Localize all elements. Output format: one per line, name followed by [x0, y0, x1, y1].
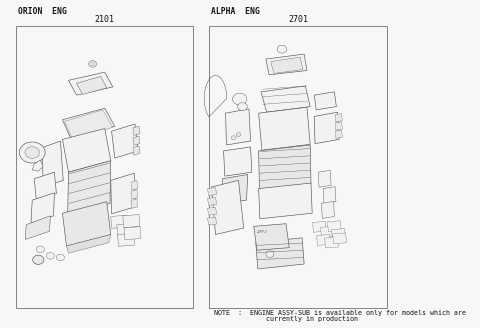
Polygon shape [66, 235, 111, 253]
Polygon shape [226, 109, 251, 145]
Polygon shape [335, 122, 342, 130]
Polygon shape [312, 221, 326, 232]
Polygon shape [256, 238, 304, 269]
Circle shape [277, 45, 287, 53]
Polygon shape [69, 72, 113, 95]
Polygon shape [335, 113, 342, 122]
Polygon shape [133, 136, 140, 145]
Circle shape [33, 255, 44, 264]
Polygon shape [324, 237, 338, 248]
Text: ORION  ENG: ORION ENG [18, 7, 67, 16]
Polygon shape [254, 224, 289, 250]
Polygon shape [266, 54, 307, 75]
Text: 2701: 2701 [288, 15, 308, 24]
Polygon shape [212, 180, 244, 235]
Bar [209, 26, 387, 308]
Text: ALPHA  ENG: ALPHA ENG [212, 7, 260, 16]
Polygon shape [314, 112, 339, 144]
Polygon shape [76, 76, 107, 94]
Polygon shape [68, 161, 111, 215]
Polygon shape [224, 147, 252, 176]
Polygon shape [271, 57, 303, 73]
Polygon shape [64, 110, 113, 139]
Text: currently in production: currently in production [214, 316, 358, 321]
Polygon shape [117, 223, 134, 236]
Circle shape [238, 103, 247, 111]
Polygon shape [62, 129, 111, 172]
Polygon shape [131, 199, 138, 208]
Polygon shape [332, 229, 345, 239]
Polygon shape [124, 227, 141, 240]
Circle shape [89, 61, 96, 67]
Polygon shape [259, 145, 311, 190]
Text: 2TF-I: 2TF-I [257, 230, 267, 234]
Polygon shape [321, 226, 335, 237]
Polygon shape [111, 173, 136, 214]
Circle shape [236, 133, 241, 136]
Circle shape [266, 251, 274, 257]
Circle shape [56, 254, 64, 261]
Polygon shape [259, 107, 310, 150]
Polygon shape [133, 146, 140, 155]
Polygon shape [32, 160, 43, 171]
Circle shape [19, 142, 45, 163]
Polygon shape [327, 221, 341, 232]
Bar [16, 26, 193, 308]
Circle shape [25, 147, 39, 158]
Polygon shape [62, 202, 111, 246]
Polygon shape [207, 197, 217, 205]
Polygon shape [318, 170, 331, 187]
Polygon shape [111, 124, 138, 158]
Polygon shape [259, 183, 312, 219]
Polygon shape [261, 86, 310, 112]
Polygon shape [207, 188, 217, 195]
Polygon shape [333, 233, 347, 244]
Polygon shape [34, 172, 56, 199]
Polygon shape [207, 217, 217, 225]
Circle shape [231, 136, 236, 140]
Circle shape [90, 62, 95, 66]
Polygon shape [62, 108, 115, 138]
Polygon shape [314, 92, 336, 110]
Polygon shape [42, 141, 63, 187]
Polygon shape [131, 180, 138, 190]
Polygon shape [131, 190, 138, 199]
Text: NOTE  :  ENGINE ASSY-SUB is available only for models which are: NOTE : ENGINE ASSY-SUB is available only… [214, 310, 466, 316]
Polygon shape [317, 235, 330, 245]
Circle shape [47, 253, 54, 259]
Polygon shape [133, 126, 140, 135]
Polygon shape [31, 193, 54, 223]
Circle shape [36, 246, 44, 253]
Polygon shape [25, 216, 50, 239]
Text: 2101: 2101 [95, 15, 115, 24]
Polygon shape [118, 233, 134, 246]
Circle shape [232, 93, 247, 105]
Polygon shape [323, 187, 336, 204]
Polygon shape [322, 201, 335, 218]
Polygon shape [335, 130, 342, 138]
Polygon shape [207, 207, 217, 215]
Polygon shape [111, 215, 128, 228]
Polygon shape [123, 215, 140, 228]
Polygon shape [222, 174, 248, 204]
